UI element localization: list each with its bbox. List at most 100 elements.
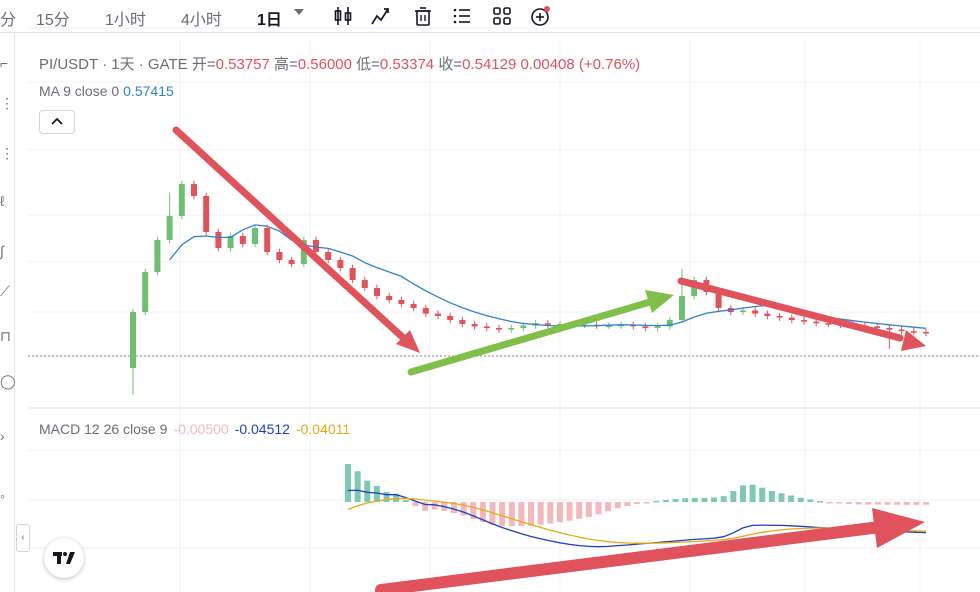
- macd-hist-bar: [624, 502, 631, 506]
- candle-body: [252, 228, 258, 244]
- symbol-title[interactable]: PI/USDT · 1天 · GATE: [39, 56, 188, 73]
- lock-tool-icon[interactable]: ◦: [0, 488, 5, 504]
- candle-body: [715, 292, 722, 308]
- tradingview-logo[interactable]: [44, 538, 84, 578]
- macd-hist-bar: [508, 502, 515, 527]
- macd-hist-bar: [807, 499, 814, 502]
- macd-hist-bar: [913, 502, 920, 505]
- candle-body: [166, 216, 173, 240]
- macd-hist-bar: [739, 485, 746, 502]
- macd-hist-bar: [576, 502, 583, 519]
- candle-body: [471, 324, 478, 327]
- candlestick-series: [130, 180, 929, 396]
- candle-body: [374, 288, 380, 296]
- pattern-tool-icon[interactable]: ℓ: [0, 193, 5, 209]
- candle-body: [776, 316, 783, 318]
- macd-line: [347, 489, 927, 548]
- text-tool-icon[interactable]: ⟋: [0, 283, 10, 299]
- candle-body: [654, 326, 661, 328]
- candle-body: [325, 252, 332, 260]
- candle-body: [813, 321, 820, 324]
- candle-body: [618, 324, 624, 327]
- open-value: 0.53757: [215, 56, 270, 73]
- zoom-tool-icon[interactable]: ◯: [0, 373, 16, 389]
- annotation-arrow-down-1: [172, 126, 420, 353]
- candle-body: [386, 296, 393, 300]
- side-panel-handle[interactable]: ‹: [16, 524, 30, 552]
- alert-icon[interactable]: [411, 4, 435, 28]
- macd-hist-bar: [431, 502, 438, 510]
- macd-hist-bar: [894, 502, 901, 505]
- measure-tool-icon[interactable]: ⊓: [0, 328, 11, 344]
- collapse-legend-button[interactable]: [39, 110, 75, 134]
- macd-hist-bar: [364, 480, 371, 502]
- candle-body: [886, 328, 893, 330]
- add-icon[interactable]: [528, 4, 552, 28]
- macd-hist-bar: [537, 502, 544, 525]
- drawing-toolbar: ⌐ ⋮ ⋮ ℓ ∫ ⟋ ⊓ ◯ › ◦: [0, 33, 16, 592]
- macd-hist-bar: [547, 502, 554, 524]
- macd-hist-bar: [595, 502, 602, 515]
- candle-body: [398, 300, 405, 304]
- macd-hist-bar: [682, 498, 689, 502]
- high-label: 高=: [273, 56, 298, 73]
- macd-value: -0.04512: [234, 421, 290, 437]
- macd-hist-bar: [450, 502, 457, 514]
- macd-hist-bar: [855, 502, 862, 505]
- interval-4h[interactable]: 4小时: [181, 12, 222, 29]
- macd-hist-bar: [749, 484, 756, 502]
- macd-hist-bar: [634, 502, 640, 504]
- candle-body: [142, 272, 149, 312]
- expand-tool-icon[interactable]: ›: [0, 428, 5, 444]
- layout-icon[interactable]: [490, 4, 514, 28]
- cursor-tool-icon[interactable]: ⌐: [0, 55, 9, 71]
- candle-body: [764, 313, 771, 316]
- candle-body: [630, 324, 637, 327]
- candles-icon[interactable]: [331, 4, 355, 28]
- candle-body: [410, 304, 417, 308]
- open-label: 开=: [191, 56, 216, 73]
- indicators-icon[interactable]: [369, 4, 393, 28]
- high-value: 0.56000: [297, 56, 352, 73]
- macd-hist-bar: [817, 501, 824, 503]
- candle-body: [447, 316, 454, 320]
- ma-label: MA 9 close 0: [39, 83, 120, 99]
- candle-body: [435, 313, 441, 316]
- candle-body: [923, 332, 929, 334]
- interval-partial[interactable]: 分: [0, 12, 17, 29]
- macd-hist-bar: [499, 502, 506, 526]
- macd-hist-bar: [874, 502, 881, 505]
- fib-tool-icon[interactable]: ⋮: [0, 145, 14, 161]
- macd-hist-bar: [528, 502, 535, 526]
- macd-hist-bar: [836, 502, 843, 504]
- interval-15m[interactable]: 15分: [36, 12, 70, 29]
- candle-body: [203, 196, 210, 232]
- candle-body: [874, 326, 881, 328]
- candle-body: [508, 328, 515, 330]
- candle-body: [215, 232, 222, 248]
- macd-signal-value: -0.04011: [295, 421, 351, 437]
- macd-hist-bar: [412, 502, 419, 507]
- macd-legend[interactable]: MACD 12 26 close 9 -0.00500 -0.04512 -0.040…: [39, 421, 350, 437]
- candle-body: [825, 323, 832, 325]
- trendline-tool-icon[interactable]: ⋮: [0, 95, 14, 111]
- macd-hist-bar: [383, 491, 390, 502]
- ma-legend[interactable]: MA 9 close 0 0.57415: [39, 83, 174, 99]
- brush-tool-icon[interactable]: ∫: [0, 243, 4, 259]
- interval-dropdown-icon[interactable]: [294, 9, 304, 15]
- candle-body: [191, 184, 197, 196]
- macd-hist-bar: [768, 490, 775, 502]
- interval-1d[interactable]: 1日: [257, 12, 282, 29]
- candle-body: [666, 320, 673, 327]
- low-value: 0.53374: [379, 56, 435, 73]
- list-icon[interactable]: [450, 4, 474, 28]
- macd-hist-bar: [903, 502, 910, 505]
- macd-hist-bar: [778, 493, 785, 502]
- candle-body: [313, 240, 319, 252]
- macd-hist-bar: [393, 493, 400, 502]
- interval-1h[interactable]: 1小时: [105, 12, 146, 29]
- candle-body: [459, 320, 466, 324]
- macd-hist-bar: [373, 485, 380, 502]
- candle-body: [605, 325, 612, 328]
